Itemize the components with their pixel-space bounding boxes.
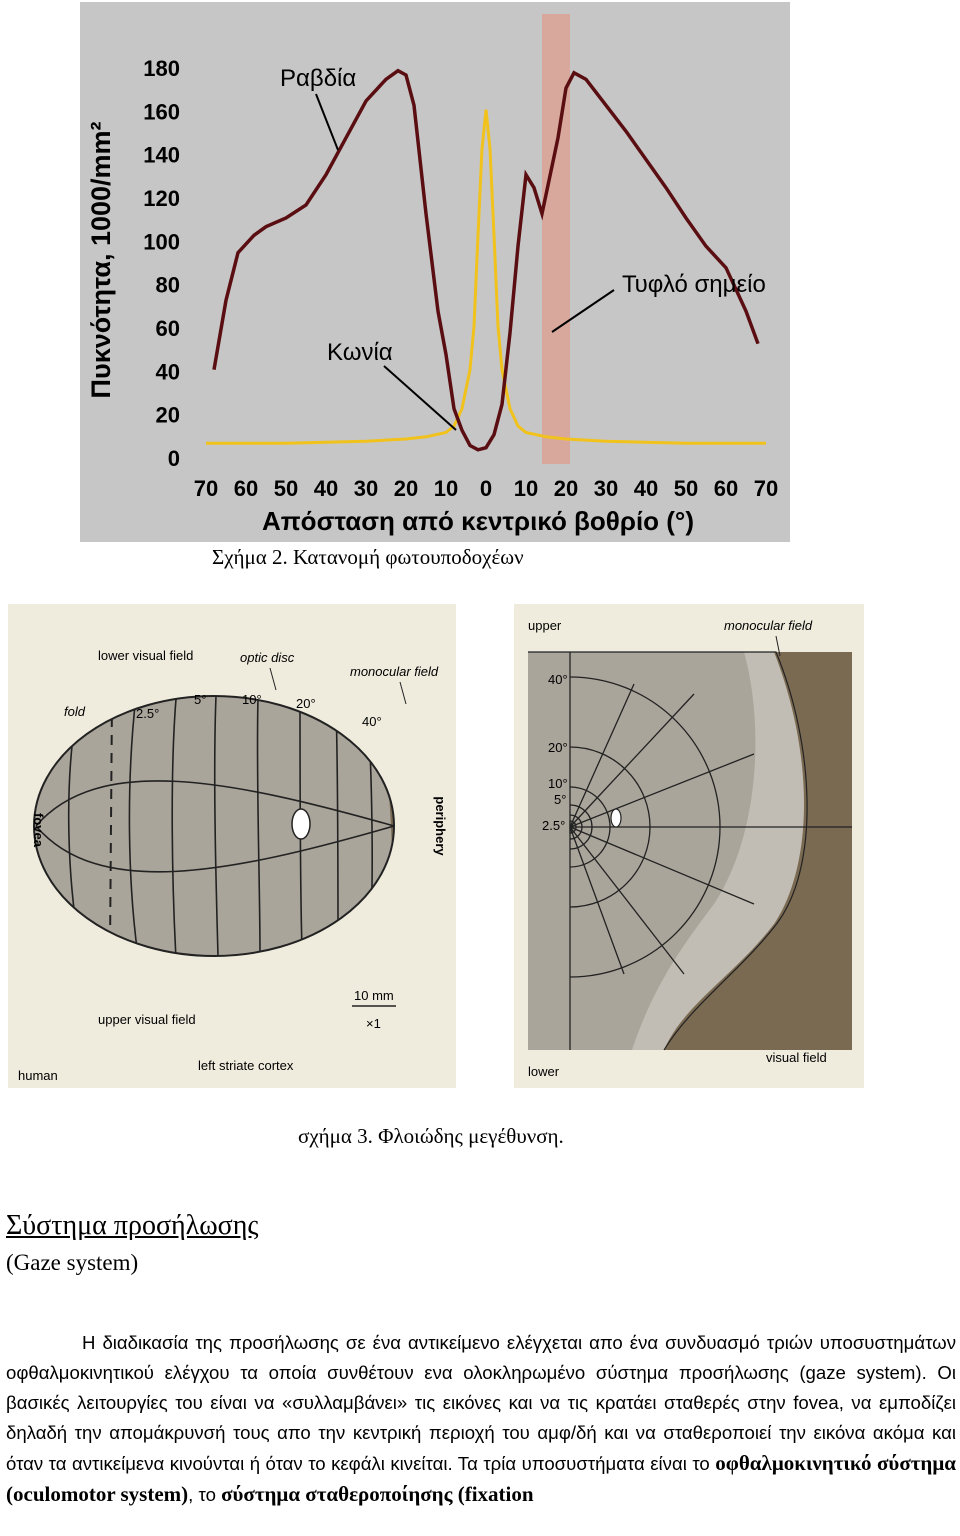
label-deg-40-right: 40°	[548, 672, 568, 687]
y-tick-label: 180	[143, 56, 180, 81]
label-mult: ×1	[366, 1016, 381, 1031]
section-subheading: (Gaze system)	[6, 1250, 139, 1275]
y-tick-label: 0	[168, 446, 180, 471]
label-deg-5: 5°	[194, 692, 206, 707]
label-lower: lower	[528, 1064, 560, 1079]
x-tick-label: 70	[754, 476, 778, 501]
label-deg-5-right: 5°	[554, 792, 566, 807]
visual-field-svg: upper monocular field 40° 20° 10° 5° 2.5…	[528, 604, 852, 1079]
x-tick-label: 10	[434, 476, 458, 501]
label-monocular-field-right: monocular field	[724, 618, 813, 633]
y-tick-label: 120	[143, 186, 180, 211]
label-upper-visual-field: upper visual field	[98, 1012, 196, 1027]
x-tick-label: 0	[480, 476, 492, 501]
y-tick-label: 60	[156, 316, 180, 341]
x-tick-label: 40	[634, 476, 658, 501]
label-human: human	[18, 1068, 58, 1083]
x-tick-label: 50	[674, 476, 698, 501]
cones-pointer	[383, 365, 457, 431]
label-upper: upper	[528, 618, 562, 633]
label-optic-disc: optic disc	[240, 650, 295, 665]
rods-annotation: Ραβδία	[280, 65, 356, 92]
x-tick-label: 20	[394, 476, 418, 501]
cortex-oval	[34, 696, 394, 956]
x-tick-label: 30	[354, 476, 378, 501]
optic-disc-mark	[291, 808, 311, 840]
y-tick-label: 160	[143, 99, 180, 124]
cortex-map-svg: lower visual field optic disc monocular …	[18, 648, 448, 1083]
blind-spot-pointer	[551, 289, 615, 333]
label-deg-10: 10°	[242, 692, 262, 707]
label-deg-20-right: 20°	[548, 740, 568, 755]
label-periphery: periphery	[433, 796, 448, 856]
x-tick-label: 70	[194, 476, 218, 501]
y-tick-label: 20	[156, 403, 180, 428]
cones-series-line	[206, 109, 766, 445]
x-tick-label: 60	[234, 476, 258, 501]
photoreceptor-density-chart: Πυκνότητα, 1000/mm² 0 20 40 60 80 100 120 140 16…	[80, 2, 790, 542]
term-fixation-english: (fixation	[452, 1482, 534, 1506]
term-oculomotor-english: (oculomotor system)	[6, 1482, 189, 1506]
x-axis-label: Απόσταση από κεντρικό βοθρίο (°)	[262, 506, 694, 536]
rods-pointer	[315, 93, 339, 151]
label-deg-10-right: 10°	[548, 776, 568, 791]
para-text-1: Η διαδικασία της προσήλωσης σε ένα αντικ…	[6, 1332, 956, 1474]
figure-3-caption: σχήμα 3. Φλοιώδης μεγέθυνση.	[298, 1124, 564, 1148]
label-visual-field: visual field	[766, 1050, 827, 1065]
label-deg-2-5: 2.5°	[136, 706, 159, 721]
para-text-2: , το	[188, 1484, 222, 1505]
x-tick-label: 10	[514, 476, 538, 501]
chart-svg: Πυκνότητα, 1000/mm² 02040608010012014016…	[86, 14, 778, 536]
visual-field-map: upper monocular field 40° 20° 10° 5° 2.5…	[514, 604, 864, 1088]
striate-cortex-map: lower visual field optic disc monocular …	[8, 604, 456, 1088]
section-heading: Σύστημα προσήλωσης	[6, 1210, 259, 1241]
label-deg-40: 40°	[362, 714, 382, 729]
label-left-striate-cortex: left striate cortex	[198, 1058, 294, 1073]
y-tick-label: 100	[143, 229, 180, 254]
label-fovea: fovea	[31, 813, 46, 848]
label-scale: 10 mm	[354, 988, 394, 1003]
x-tick-label: 20	[554, 476, 578, 501]
figure-2-caption: Σχήμα 2. Κατανομή φωτουποδοχέων	[212, 545, 524, 569]
x-tick-label: 50	[274, 476, 298, 501]
label-deg-2-5-right: 2.5°	[542, 818, 565, 833]
x-tick-label: 60	[714, 476, 738, 501]
blind-spot-mark	[610, 808, 622, 828]
y-tick-label: 140	[143, 143, 180, 168]
label-deg-20: 20°	[296, 696, 316, 711]
x-tick-label: 30	[594, 476, 618, 501]
label-fold: fold	[64, 704, 86, 719]
term-oculomotor-system: οφθαλμοκινητικό σύστημα	[715, 1451, 956, 1475]
x-tick-label: 40	[314, 476, 338, 501]
label-monocular-field: monocular field	[350, 664, 439, 679]
central-field	[528, 652, 756, 1050]
cones-annotation: Κωνία	[327, 339, 393, 366]
body-paragraph: Η διαδικασία της προσήλωσης σε ένα αντικ…	[6, 1328, 956, 1510]
blind-spot-annotation: Τυφλό σημείο	[622, 271, 766, 298]
label-lower-visual-field: lower visual field	[98, 648, 193, 663]
y-tick-label: 80	[156, 273, 180, 298]
blind-spot-band	[542, 14, 570, 464]
y-axis-label: Πυκνότητα, 1000/mm²	[86, 121, 116, 398]
y-tick-label: 40	[156, 359, 180, 384]
rods-series-line	[212, 68, 760, 452]
term-fixation-system: σύστημα σταθεροποίησης	[221, 1482, 453, 1506]
